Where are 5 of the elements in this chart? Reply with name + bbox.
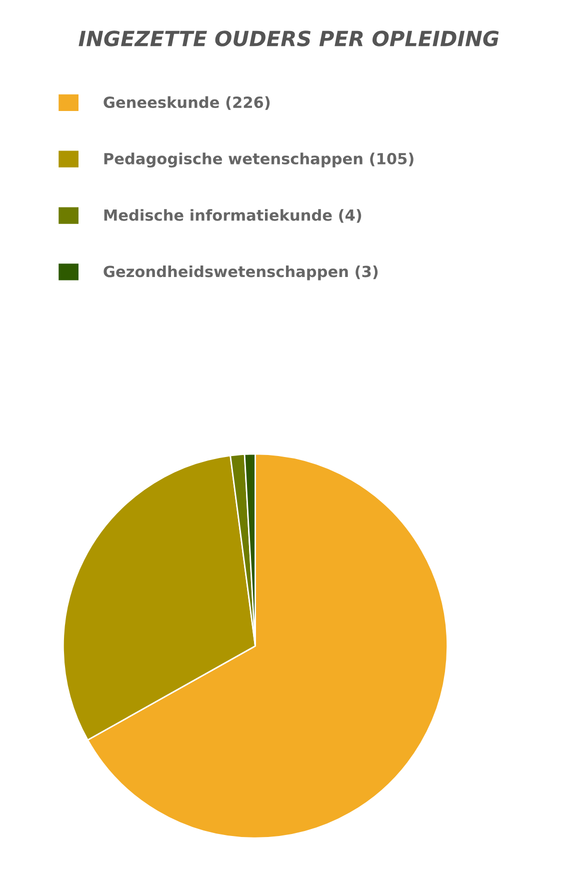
legend-label: Pedagogische wetenschappen (105) (104, 152, 414, 168)
chart-title: INGEZETTE OUDERS PER OPLEIDING (78, 30, 499, 46)
legend-label: Geneeskunde (226) (104, 96, 270, 110)
legend-label: Medische informatiekunde (4) (104, 209, 362, 223)
legend-label: Gezondheidswetenschappen (3) (104, 265, 378, 280)
